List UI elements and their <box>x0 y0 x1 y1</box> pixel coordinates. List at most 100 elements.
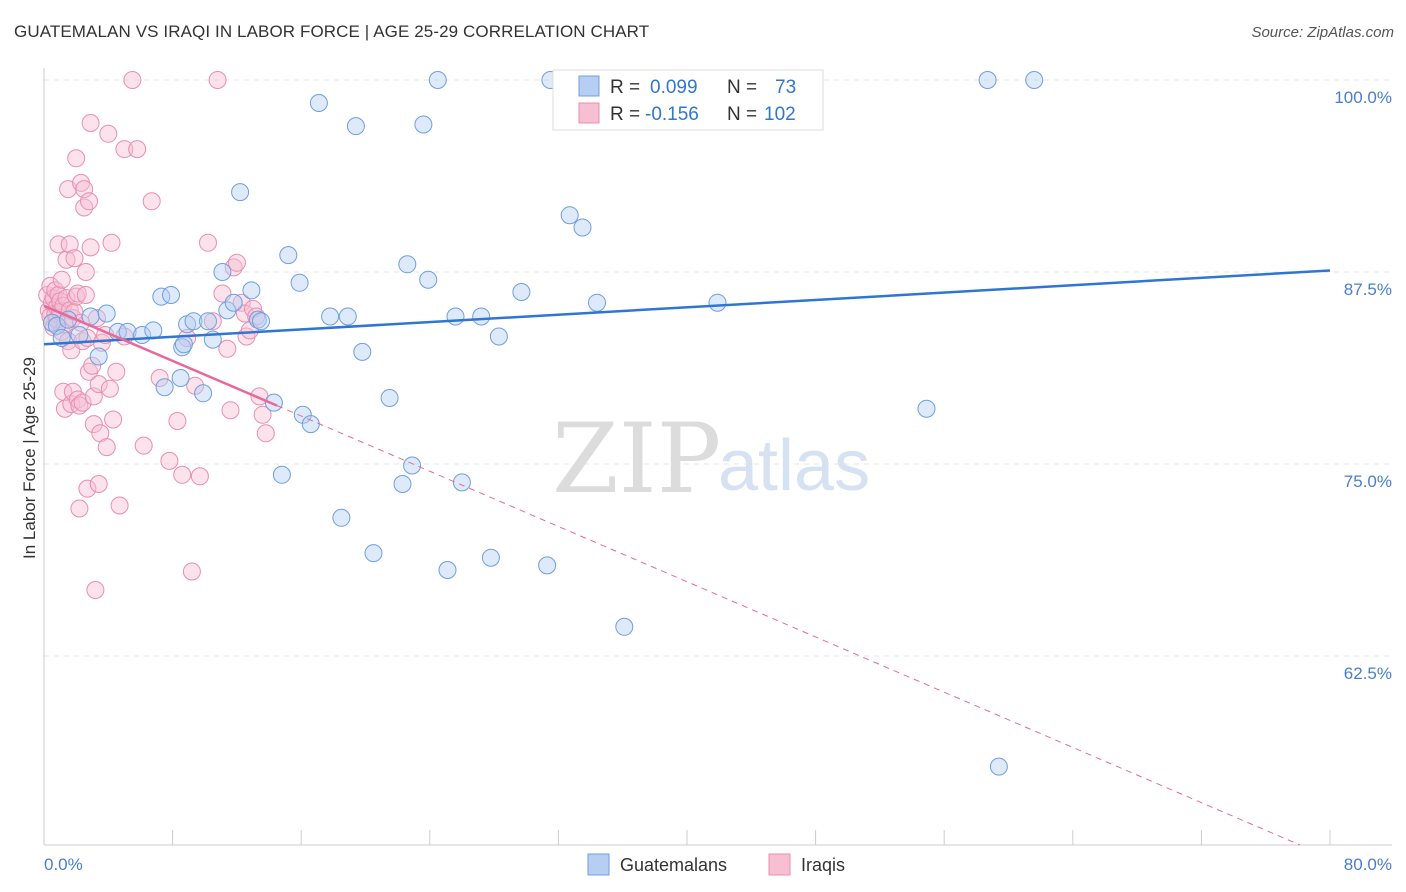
iraqi-point-60[interactable] <box>89 475 108 493</box>
iraqi-point-68[interactable] <box>104 410 123 429</box>
guatemalan-point-51[interactable] <box>446 307 465 326</box>
guatemalan-point-65[interactable] <box>917 399 936 418</box>
iraqi-point-65[interactable] <box>99 124 118 143</box>
iraqi-point-50[interactable] <box>80 192 98 211</box>
guatemalan-point-12[interactable] <box>152 287 171 306</box>
guatemalan-point-24[interactable] <box>218 301 237 320</box>
guatemalan-point-42[interactable] <box>364 544 383 563</box>
iraqi-point-57[interactable] <box>86 581 105 599</box>
iraqi-point-58[interactable] <box>88 309 106 328</box>
iraqi-point-49[interactable] <box>78 479 97 498</box>
guatemalan-point-15[interactable] <box>171 369 190 387</box>
guatemalan-point-50[interactable] <box>438 561 457 579</box>
guatemalan-point-68[interactable] <box>1025 71 1044 89</box>
iraqi-point-100[interactable] <box>253 405 272 424</box>
guatemalan-point-30[interactable] <box>264 393 283 412</box>
guatemalan-point-27[interactable] <box>242 281 261 300</box>
guatemalan-point-1[interactable] <box>47 316 66 335</box>
iraqi-point-87[interactable] <box>208 71 227 89</box>
guatemalan-point-6[interactable] <box>89 347 108 366</box>
iraqi-point-20[interactable] <box>55 399 74 418</box>
iraqi-point-34[interactable] <box>67 149 86 168</box>
iraqi-point-79[interactable] <box>168 412 187 430</box>
guatemalan-point-35[interactable] <box>301 415 320 434</box>
guatemalan-point-32[interactable] <box>279 246 298 265</box>
iraqi-point-80[interactable] <box>173 465 192 484</box>
guatemalan-point-43[interactable] <box>380 389 399 407</box>
guatemalan-point-36[interactable] <box>309 94 328 112</box>
iraqi-point-85[interactable] <box>199 233 217 252</box>
iraqi-point-82[interactable] <box>182 562 201 581</box>
iraqi-point-26[interactable] <box>60 235 79 254</box>
guatemalan-point-47[interactable] <box>414 115 433 134</box>
guatemalan-point-48[interactable] <box>419 270 438 289</box>
bottom-legend-swatch-guatemalans[interactable] <box>587 853 610 876</box>
iraqi-point-75[interactable] <box>134 436 153 455</box>
guatemalan-point-21[interactable] <box>199 312 217 331</box>
guatemalan-point-19[interactable] <box>184 312 203 331</box>
iraqi-point-52[interactable] <box>81 238 100 257</box>
guatemalan-point-37[interactable] <box>321 307 340 326</box>
iraqi-point-90[interactable] <box>221 401 240 420</box>
guatemalan-point-41[interactable] <box>353 342 372 361</box>
iraqi-point-84[interactable] <box>190 467 209 486</box>
guatemalan-point-67[interactable] <box>989 757 1008 776</box>
guatemalan-point-46[interactable] <box>403 456 422 475</box>
bottom-legend-swatch-iraqis[interactable] <box>768 853 791 876</box>
iraqi-point-45[interactable] <box>75 180 94 199</box>
iraqi-point-39[interactable] <box>70 499 89 518</box>
bottom-legend-label-guatemalans[interactable]: Guatemalans <box>620 855 727 875</box>
iraqi-point-47[interactable] <box>76 286 95 304</box>
guatemalan-point-29[interactable] <box>252 312 270 331</box>
guatemalan-point-38[interactable] <box>332 508 351 527</box>
iraqi-point-70[interactable] <box>110 496 129 515</box>
guatemalan-point-28[interactable] <box>248 310 267 329</box>
guatemalan-point-66[interactable] <box>978 71 997 89</box>
guatemalan-point-45[interactable] <box>398 255 417 274</box>
guatemalan-point-31[interactable] <box>272 465 291 484</box>
iraqi-point-89[interactable] <box>218 339 237 358</box>
guatemalan-point-44[interactable] <box>393 475 412 493</box>
guatemalan-point-14[interactable] <box>162 286 180 304</box>
guatemalan-point-40[interactable] <box>346 117 365 136</box>
source-label[interactable]: Source: ZipAtlas.com <box>1251 24 1394 41</box>
guatemalan-point-55[interactable] <box>489 327 508 346</box>
iraqi-point-86[interactable] <box>203 312 222 331</box>
iraqi-point-77[interactable] <box>150 369 169 387</box>
iraqi-point-92[interactable] <box>227 253 246 272</box>
guatemalan-point-64[interactable] <box>708 293 727 312</box>
guatemalan-point-61[interactable] <box>588 293 606 312</box>
iraqi-point-46[interactable] <box>76 263 95 281</box>
guatemalan-point-17[interactable] <box>174 335 193 354</box>
guatemalan-point-33[interactable] <box>290 273 309 292</box>
iraqi-point-38[interactable] <box>70 396 89 415</box>
guatemalan-point-60[interactable] <box>573 218 592 237</box>
guatemalan-point-52[interactable] <box>452 473 471 492</box>
iraqi-point-101[interactable] <box>256 424 275 443</box>
iraqi-point-59[interactable] <box>89 375 108 394</box>
guatemalan-point-23[interactable] <box>213 263 232 281</box>
guatemalan-point-16[interactable] <box>173 338 192 357</box>
iraqi-point-43[interactable] <box>73 393 92 412</box>
iraqi-point-44[interactable] <box>75 198 94 217</box>
iraqi-point-76[interactable] <box>142 192 161 211</box>
iraqi-point-74[interactable] <box>128 140 147 159</box>
iraqi-point-71[interactable] <box>115 140 134 159</box>
guatemalan-point-53[interactable] <box>472 307 491 326</box>
guatemalan-point-49[interactable] <box>428 71 447 89</box>
guatemalan-point-4[interactable] <box>70 326 89 344</box>
guatemalan-point-39[interactable] <box>338 307 357 326</box>
iraqi-point-55[interactable] <box>84 415 103 434</box>
guatemalan-point-25[interactable] <box>224 293 243 312</box>
iraqi-point-69[interactable] <box>107 362 126 381</box>
guatemalan-point-26[interactable] <box>231 183 250 202</box>
iraqi-point-73[interactable] <box>123 71 142 89</box>
iraqi-point-67[interactable] <box>102 233 121 252</box>
iraqi-point-78[interactable] <box>160 451 179 470</box>
guatemalan-point-54[interactable] <box>481 548 500 567</box>
iraqi-point-35[interactable] <box>67 287 86 306</box>
bottom-legend-label-iraqis[interactable]: Iraqis <box>801 855 845 875</box>
iraqi-point-53[interactable] <box>81 114 100 132</box>
iraqi-point-17[interactable] <box>52 270 71 289</box>
guatemalan-point-62[interactable] <box>615 617 634 636</box>
